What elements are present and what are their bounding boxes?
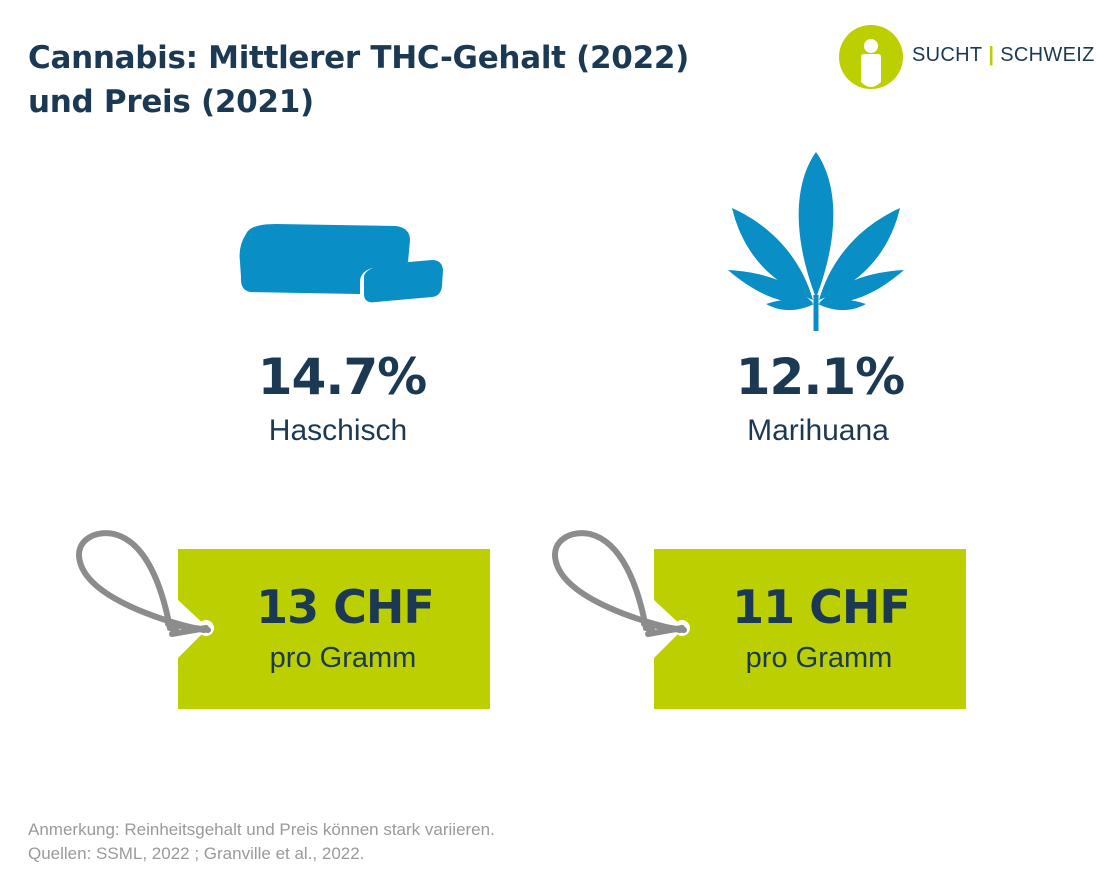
title-line-1: Cannabis: Mittlerer THC-Gehalt (2022)	[28, 40, 689, 76]
logo-separator: |	[988, 44, 995, 66]
marihuana-thc-value: 12.1%	[735, 348, 905, 406]
marihuana-price-tag	[552, 530, 966, 709]
logo-text-sucht: SUCHT	[912, 44, 983, 66]
hashish-label: Haschisch	[268, 414, 408, 447]
sucht-schweiz-logo: SUCHT | SCHWEIZ	[838, 24, 1094, 90]
logo-text: SUCHT | SCHWEIZ	[912, 44, 1095, 67]
logo-text-schweiz: SCHWEIZ	[1000, 44, 1095, 66]
hashish-price-unit: pro Gramm	[269, 642, 417, 674]
footnote-sources: Quellen: SSML, 2022 ; Granville et al., …	[28, 844, 365, 863]
cannabis-leaf-icon	[728, 152, 904, 331]
footnote: Anmerkung: Reinheitsgehalt und Preis kön…	[28, 818, 495, 866]
marihuana-label: Marihuana	[747, 414, 889, 447]
marihuana-price: 11 CHF	[732, 580, 911, 634]
hashish-price: 13 CHF	[256, 580, 435, 634]
page-title: Cannabis: Mittlerer THC-Gehalt (2022) un…	[28, 36, 788, 124]
logo-mark-icon	[839, 25, 903, 89]
footnote-note: Anmerkung: Reinheitsgehalt und Preis kön…	[28, 820, 495, 839]
hashish-thc-value: 14.7%	[257, 348, 427, 406]
title-line-2: und Preis (2021)	[28, 84, 314, 120]
hashish-price-tag	[76, 530, 490, 709]
marihuana-price-unit: pro Gramm	[745, 642, 893, 674]
hashish-block-icon	[239, 224, 443, 303]
